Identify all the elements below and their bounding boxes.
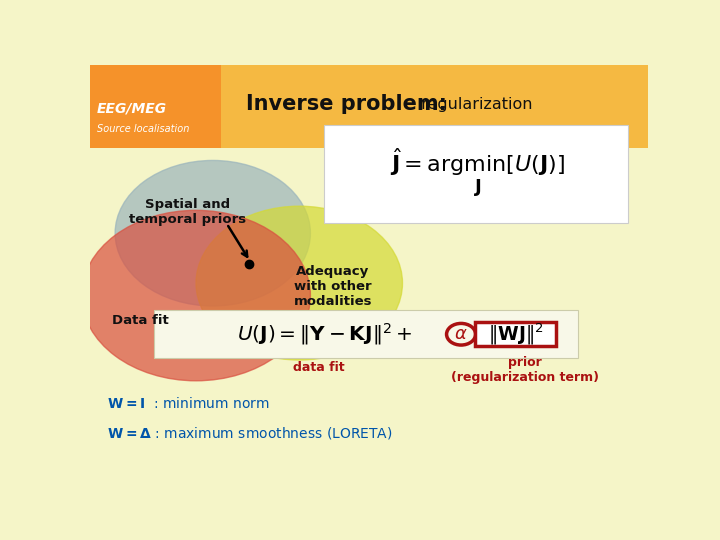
Circle shape (81, 211, 310, 381)
Text: $\|\mathbf{WJ}\|^2$: $\|\mathbf{WJ}\|^2$ (487, 321, 544, 347)
Text: Spatial and
temporal priors: Spatial and temporal priors (129, 198, 246, 226)
Text: EEG/MEG: EEG/MEG (96, 102, 167, 116)
Circle shape (115, 160, 310, 306)
Text: $\mathbf{W = \Delta}$ : maximum smoothness (LORETA): $\mathbf{W = \Delta}$ : maximum smoothne… (107, 425, 392, 441)
Text: Source localisation: Source localisation (96, 124, 189, 134)
Text: $\hat{\mathbf{J}} = \mathrm{argmin}[U(\mathbf{J})]$: $\hat{\mathbf{J}} = \mathrm{argmin}[U(\m… (390, 147, 565, 178)
Text: $\alpha$: $\alpha$ (454, 325, 468, 343)
Text: prior
(regularization term): prior (regularization term) (451, 356, 599, 384)
Text: $\mathbf{W = I}$  : minimum norm: $\mathbf{W = I}$ : minimum norm (107, 396, 270, 411)
Bar (90, 65, 648, 148)
Text: data fit: data fit (293, 361, 345, 374)
Text: Data fit: Data fit (112, 314, 168, 327)
FancyBboxPatch shape (475, 322, 556, 346)
Text: Inverse problem:: Inverse problem: (246, 94, 447, 114)
FancyBboxPatch shape (154, 310, 578, 358)
Circle shape (196, 206, 402, 360)
Text: Adequacy
with other
modalities: Adequacy with other modalities (294, 265, 372, 307)
FancyBboxPatch shape (324, 125, 629, 223)
Text: $\mathbf{J}$: $\mathbf{J}$ (474, 177, 482, 198)
Text: regularization: regularization (416, 97, 533, 112)
Text: $U(\mathbf{J}) = \|\mathbf{Y} - \mathbf{KJ}\|^2 +$: $U(\mathbf{J}) = \|\mathbf{Y} - \mathbf{… (237, 321, 412, 347)
Bar (90, 65, 221, 148)
